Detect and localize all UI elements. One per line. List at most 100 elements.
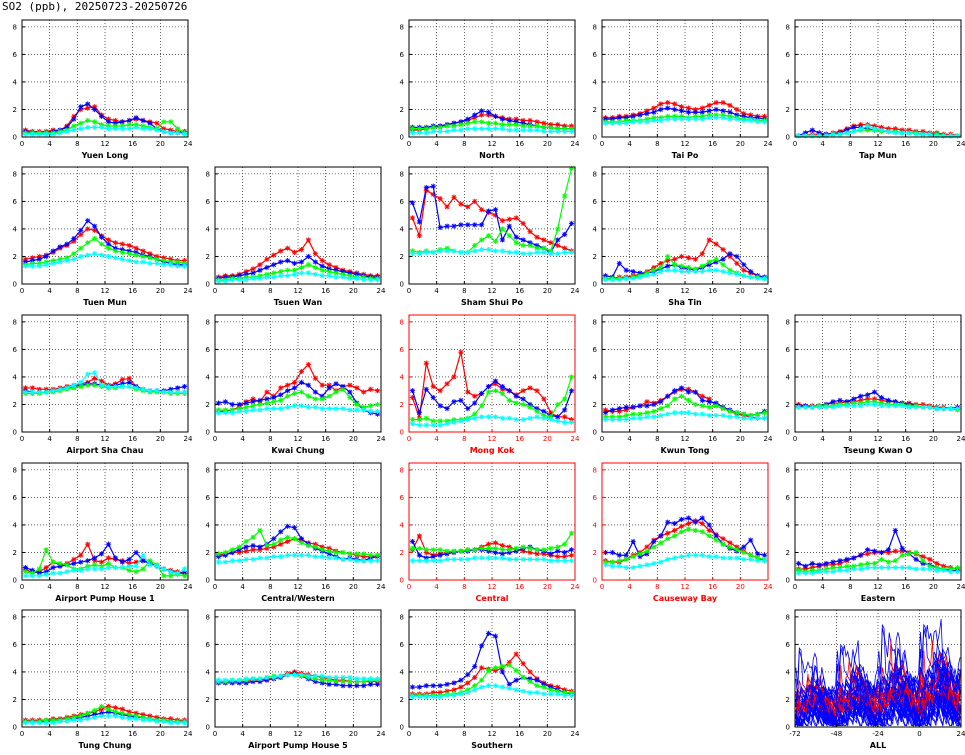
panel-sham-shui-po-point [444,248,450,254]
panel-kwun-tong-point [630,411,636,417]
x-tick-label: 20 [156,435,165,443]
panel-southern-point [555,691,561,697]
panel-causeway-bay-point [699,529,705,535]
x-tick-label: 4 [627,435,632,443]
panel-tai-po-point [699,113,705,119]
panel-tuen-mun-point [168,262,174,268]
panel-kwai-chung-point [340,386,346,392]
panel-airport-pump-house-1-point [92,558,98,564]
panel-mong-kok-label: Mong Kok [470,446,515,455]
y-tick-label: 4 [786,373,791,381]
panel-causeway-bay-point [706,522,712,528]
panel-kwai-chung-point [326,382,332,388]
panel-mong-kok-point [437,422,443,428]
panel-causeway-bay-point [665,556,671,562]
panel-eastern-point [878,565,885,571]
panel-yuen-long-point [140,123,146,129]
panel-yuen-long-point [105,126,112,132]
panel-sham-shui-po-point [562,231,568,238]
y-tick-label: 8 [13,170,17,178]
panel-eastern-point [934,567,940,573]
panel-airport-pump-house-1-point [126,556,132,562]
panel-tai-po-point [720,112,726,118]
panel-tuen-mun-point [175,259,181,265]
panel-causeway-bay-point [623,565,629,571]
panel-central-point [465,556,471,562]
panel-kwai-chung-point [319,406,325,412]
panel-tsuen-wan-point [250,270,256,276]
panel-kwai-chung-point [305,393,311,399]
panel-eastern-point [837,567,843,573]
panel-southern-point [541,681,547,687]
panel-kwai-chung-point [291,390,298,397]
y-tick-label: 6 [593,51,598,59]
panel-tseung-kwan-o-point [871,399,878,405]
panel-airport-pump-house-5-point [257,676,263,682]
panel-airport-pump-house-5-point [333,678,339,685]
y-tick-label: 8 [593,170,597,178]
panel-mong-kok-point [492,378,499,384]
panel-southern-point [513,651,519,657]
panel-north-point [568,126,575,132]
panel-tung-chung-point [64,716,70,722]
panel-kwun-tong-point [685,389,692,395]
y-tick-label: 8 [13,466,17,474]
x-tick-label: 16 [708,435,717,443]
panel-sha-tin-point [616,260,622,266]
panel-kwai-chung-point [243,404,249,410]
panel-central-western-point [361,558,367,564]
panel-mong-kok-point [555,418,561,424]
panel-airport-pump-house-5-point [374,676,381,682]
y-tick-label: 8 [786,23,790,31]
panel-tap-mun-point [830,131,836,137]
panel-kwun-tong-point [761,415,768,421]
panel-central-point [520,556,526,562]
panel-central-point [485,548,492,554]
panel-tsuen-wan-point [264,264,270,271]
panel-tuen-mun-point [29,255,35,261]
panel-eastern-point [795,560,802,567]
panel-mong-kok-point [472,411,478,417]
panel-southern-point [568,689,575,696]
panel-all-trace [795,667,961,728]
panel-southern-point [479,643,485,649]
panel-tap-mun-point [809,127,815,133]
panel-airport-sha-chau-point [140,386,146,392]
panel-yuen-long-point [161,119,167,125]
panel-eastern-point [837,558,843,564]
panel-mong-kok-point [506,415,512,421]
panel-sham-shui-po-point [513,240,519,246]
panel-north-point [479,119,485,125]
panel-tai-po-point [706,112,712,118]
panel-airport-sha-chau-point [64,385,70,391]
panel-central-point [562,549,568,556]
panel-airport-sha-chau-point [119,381,125,387]
panel-kwun-tong-point [685,386,692,392]
panel-kwun-tong-point [685,410,692,416]
panel-sham-shui-po-point [513,234,519,240]
panel-tap-mun-point [809,133,815,139]
x-tick-label: 4 [627,287,632,295]
panel-tseung-kwan-o-point [878,403,885,409]
panel-tsuen-wan-point [326,269,332,275]
panel-tap-mun-point [878,127,885,133]
panel-kwai-chung-point [374,411,381,417]
panel-tsuen-wan-point [354,275,360,282]
panel-kwai-chung-point [319,396,325,402]
x-tick-label: 20 [543,140,552,148]
panel-central-western-point [278,537,284,543]
panel-kwai-chung-point [326,393,332,399]
panel-mong-kok-point [534,408,540,414]
panel-eastern-point [837,565,843,571]
panel-airport-pump-house-1-point [22,569,29,575]
panel-tuen-mun-point [92,227,98,233]
panel-tap-mun-point [954,133,961,139]
panel-tung-chung-point [105,713,112,719]
panel-yuen-long-point [92,106,98,113]
panel-central-point [444,548,450,554]
x-tick-label: 0 [600,583,604,591]
panel-southern-point [479,684,485,690]
panel-airport-pump-house-5-point [243,680,249,686]
panel-sham-shui-po-point [444,245,450,251]
